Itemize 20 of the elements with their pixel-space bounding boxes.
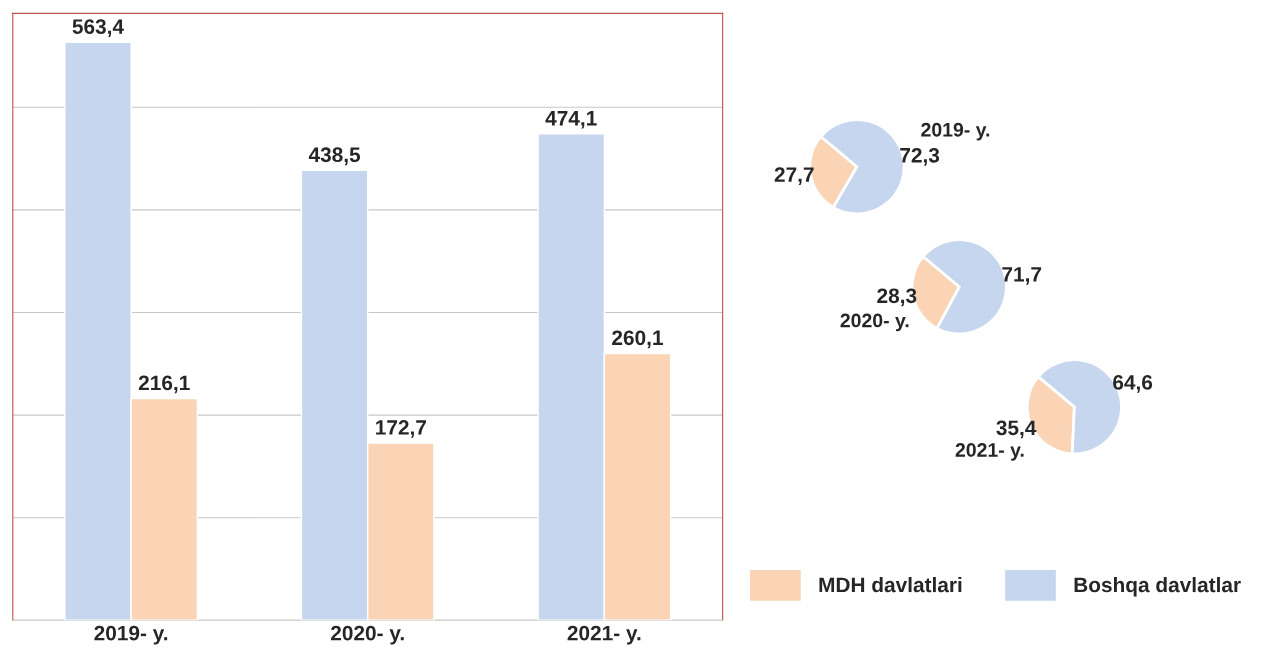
x-tick-label: 2020- y. xyxy=(330,625,404,645)
chart-title: 2019- y. xyxy=(921,122,990,141)
data-label: 563,4 xyxy=(72,19,124,37)
data-label: 28,3 xyxy=(877,288,917,307)
data-label: 27,7 xyxy=(774,167,814,186)
data-label: 35,4 xyxy=(996,420,1037,439)
x-tick-label: 2021- y. xyxy=(567,625,641,645)
text: 2021- y. xyxy=(955,443,1024,461)
text: 2020- y. xyxy=(840,313,909,332)
data-label: 172,7 xyxy=(376,420,426,438)
data-label: 71,7 xyxy=(1002,267,1042,285)
x-tick-label: 2019- y. xyxy=(94,625,168,645)
data-label: 72,3 xyxy=(900,147,940,166)
legend-label: Boshqa davlatlar xyxy=(1074,576,1241,597)
data-label: 438,5 xyxy=(308,147,361,166)
data-label: 474,1 xyxy=(545,111,597,129)
data-label: 260,1 xyxy=(612,330,663,349)
legend-label: MDH davlatlari xyxy=(819,576,962,593)
data-label: 64,6 xyxy=(1113,374,1153,393)
data-label: 216,1 xyxy=(138,375,190,394)
